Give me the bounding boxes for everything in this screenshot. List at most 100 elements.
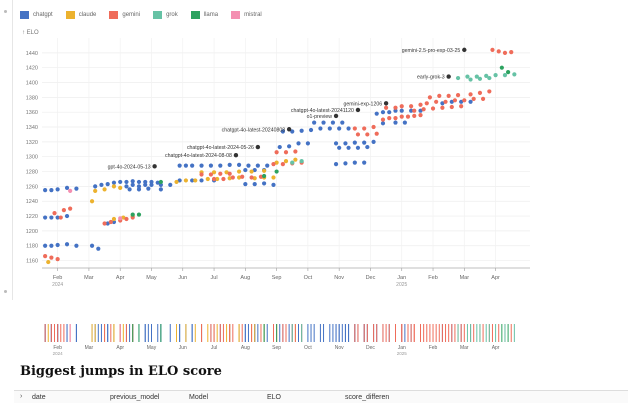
data-point-llama: [499, 65, 504, 70]
x-tick-label: Jul: [211, 275, 218, 281]
data-point-claude: [211, 170, 217, 175]
data-point-gemini: [471, 96, 476, 101]
data-point-gemini: [199, 172, 204, 177]
data-point-gemini: [283, 150, 289, 155]
data-point-chatgpt: [89, 243, 95, 248]
column-header-date[interactable]: date: [32, 394, 46, 401]
data-point-gemini: [68, 206, 73, 211]
data-point-chatgpt: [55, 187, 60, 192]
data-point-claude: [293, 157, 298, 162]
data-point-gemini: [393, 105, 398, 110]
data-point-grok: [512, 72, 517, 77]
data-point-chatgpt: [43, 215, 48, 220]
data-point-chatgpt: [380, 110, 386, 115]
legend-swatch: [190, 11, 200, 19]
strip-x-tick-label: Dec: [366, 345, 375, 351]
legend-item-claude[interactable]: claude: [65, 11, 96, 19]
data-point-chatgpt: [130, 179, 135, 184]
cell-handle-icon[interactable]: [4, 10, 7, 13]
y-tick-label: 1360: [26, 110, 38, 116]
data-point-chatgpt: [64, 213, 70, 219]
data-point-chatgpt: [190, 178, 195, 183]
column-header-previous-model[interactable]: previous_model: [110, 394, 160, 401]
cell-gutter[interactable]: [0, 0, 13, 300]
column-header-score-difference[interactable]: score_differen: [345, 394, 390, 401]
column-header-model[interactable]: Model: [189, 394, 209, 401]
data-point-chatgpt: [459, 99, 464, 104]
annotation-label: chatgpt-4o-latest-20241120: [291, 108, 354, 114]
data-point-grok: [484, 73, 489, 78]
data-point-chatgpt: [127, 187, 132, 192]
data-point-gemini: [437, 93, 442, 98]
legend-label: chatgpt: [33, 12, 53, 18]
data-point-chatgpt: [387, 110, 392, 115]
strip-x-tick-label: Feb: [53, 345, 62, 351]
data-point-chatgpt: [149, 182, 154, 188]
data-point-chatgpt: [118, 179, 123, 185]
column-header-elo[interactable]: ELO: [267, 394, 282, 401]
data-point-chatgpt: [271, 182, 276, 188]
data-point-chatgpt: [252, 167, 257, 173]
data-point-llama: [262, 173, 267, 179]
legend-item-chatgpt[interactable]: chatgpt: [20, 11, 53, 19]
x-tick-label: Aug: [240, 275, 250, 281]
data-point-gemini: [49, 255, 54, 260]
annotation-label: early-grok-3: [417, 75, 445, 81]
legend-item-grok[interactable]: grok: [153, 11, 178, 19]
x-tick-label: Mar: [460, 275, 470, 281]
annotation-marker: [286, 127, 292, 132]
data-point-chatgpt: [262, 181, 267, 186]
annotation-label: gpt-4o-2024-05-13: [108, 164, 151, 170]
data-point-chatgpt: [208, 163, 214, 168]
legend-item-gemini[interactable]: gemini: [109, 11, 140, 19]
data-point-claude: [205, 176, 210, 182]
chevron-right-icon[interactable]: ›: [20, 393, 23, 400]
data-point-chatgpt: [190, 163, 195, 168]
y-tick-label: 1200: [26, 229, 38, 235]
data-point-gemini: [230, 175, 235, 180]
data-point-chatgpt: [333, 162, 339, 167]
strip-x-tick-label: Mar: [85, 345, 94, 351]
data-point-gemini: [405, 114, 411, 119]
data-point-claude: [252, 176, 257, 181]
data-point-chatgpt: [252, 182, 257, 187]
strip-x-tick-label: Aug: [241, 345, 250, 351]
data-point-gemini: [490, 47, 495, 52]
x-tick-label: Mar: [84, 275, 94, 281]
legend-label: llama: [203, 12, 219, 18]
strip-x-tick-label: Jun: [179, 345, 187, 351]
data-point-chatgpt: [243, 182, 248, 187]
y-tick-label: 1440: [26, 51, 38, 57]
elo-scatter-chart: ↑ ELO 1160 1180 1200 1220 1240 1260 1280 1300 132…: [22, 30, 530, 288]
legend-item-llama[interactable]: llama: [190, 11, 219, 19]
data-point-mistral: [68, 188, 73, 193]
data-point-chatgpt: [343, 141, 348, 146]
strip-x-tick-label: Jan: [398, 345, 406, 351]
data-point-chatgpt: [287, 144, 292, 149]
y-tick-label: 1220: [26, 214, 38, 220]
data-point-chatgpt: [402, 120, 407, 125]
data-point-gemini: [462, 98, 467, 103]
data-point-gemini: [380, 117, 386, 122]
data-point-chatgpt: [362, 140, 367, 145]
legend-item-mistral[interactable]: mistral: [231, 11, 262, 19]
data-point-gemini: [449, 104, 454, 110]
data-point-claude: [118, 185, 123, 190]
legend-swatch: [231, 11, 241, 19]
data-point-chatgpt: [199, 163, 204, 168]
data-point-gemini: [443, 99, 448, 104]
x-tick-year: 2024: [52, 282, 63, 288]
data-point-chatgpt: [374, 111, 379, 116]
data-point-chatgpt: [318, 126, 323, 131]
data-point-chatgpt: [365, 144, 370, 150]
data-point-gemini: [55, 256, 60, 262]
data-point-chatgpt: [49, 187, 54, 193]
data-point-grok: [502, 72, 508, 78]
data-point-gemini: [124, 216, 129, 222]
data-point-chatgpt: [346, 145, 351, 150]
data-point-gemini: [452, 98, 458, 103]
data-point-gemini: [412, 113, 417, 119]
data-point-gemini: [371, 124, 376, 130]
cell-handle-icon[interactable]: [4, 290, 7, 293]
data-point-gemini: [52, 210, 57, 216]
